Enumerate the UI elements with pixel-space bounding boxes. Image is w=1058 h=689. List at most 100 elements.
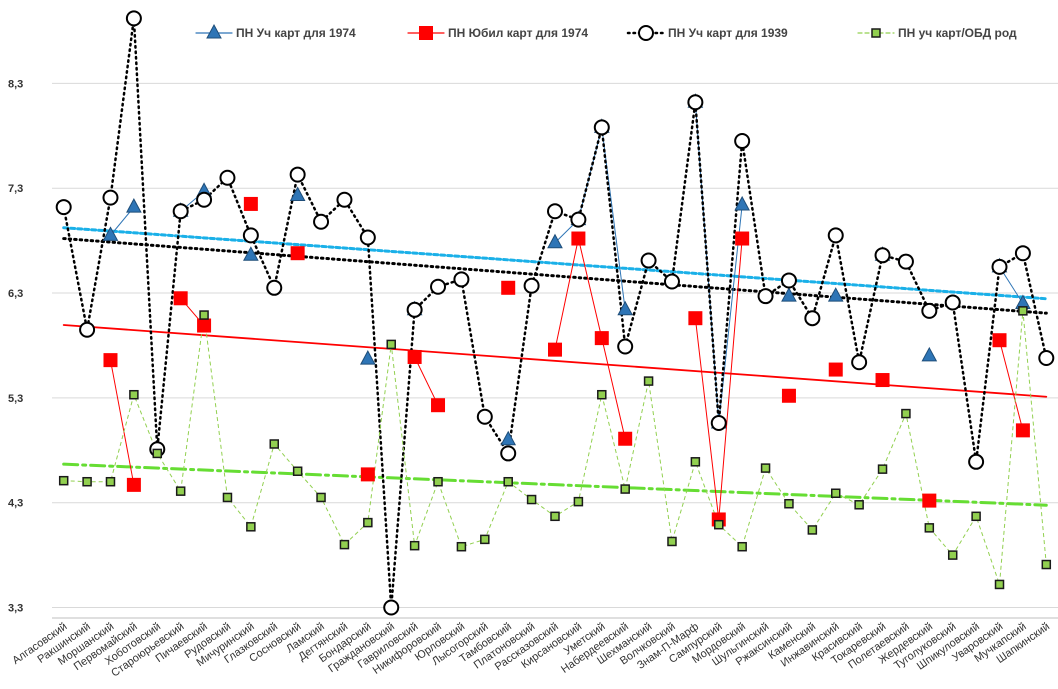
data-point bbox=[1038, 350, 1055, 367]
legend-item: ПН уч карт/ОБД род bbox=[857, 26, 1017, 40]
data-point bbox=[219, 169, 236, 186]
data-point bbox=[617, 338, 634, 355]
series-line bbox=[694, 238, 743, 520]
data-point bbox=[503, 476, 513, 487]
data-point bbox=[548, 342, 562, 357]
data-point bbox=[406, 301, 423, 318]
data-point bbox=[359, 229, 376, 246]
y-tick-label: 6,3 bbox=[8, 288, 23, 300]
data-point bbox=[550, 511, 560, 522]
data-point bbox=[242, 227, 259, 244]
legend-marker bbox=[419, 26, 433, 40]
data-point bbox=[944, 294, 961, 311]
data-point bbox=[735, 231, 750, 246]
data-point bbox=[290, 246, 305, 261]
data-point bbox=[618, 431, 633, 446]
data-point bbox=[570, 211, 587, 228]
data-point bbox=[828, 362, 843, 377]
data-point bbox=[737, 541, 747, 552]
data-point bbox=[947, 550, 958, 560]
data-point bbox=[500, 445, 517, 462]
trend-line bbox=[62, 324, 1048, 398]
data-point bbox=[383, 599, 400, 616]
data-point bbox=[663, 273, 680, 290]
data-point bbox=[734, 133, 751, 150]
data-point bbox=[827, 287, 844, 302]
data-point bbox=[851, 354, 868, 371]
data-point bbox=[430, 278, 447, 295]
data-point bbox=[289, 166, 306, 183]
data-point bbox=[269, 439, 280, 449]
trend-line bbox=[62, 237, 1048, 315]
data-point bbox=[714, 519, 724, 530]
legend-marker bbox=[871, 28, 881, 38]
data-point bbox=[968, 453, 985, 470]
data-point bbox=[55, 199, 72, 216]
data-point bbox=[266, 279, 283, 296]
data-point bbox=[456, 541, 467, 552]
trend-line bbox=[62, 462, 1048, 507]
data-point bbox=[1041, 559, 1052, 570]
series-line bbox=[554, 238, 626, 439]
data-point bbox=[103, 353, 118, 368]
data-point bbox=[386, 339, 396, 350]
data-point bbox=[243, 246, 259, 261]
data-point bbox=[363, 517, 373, 528]
data-point bbox=[526, 494, 537, 505]
data-point bbox=[1018, 306, 1028, 316]
data-point bbox=[523, 277, 540, 294]
data-point bbox=[313, 213, 330, 230]
series-line bbox=[554, 127, 626, 310]
data-point bbox=[433, 476, 443, 487]
data-point bbox=[781, 287, 797, 302]
data-point bbox=[781, 388, 796, 403]
y-tick-label: 8,3 bbox=[8, 78, 23, 90]
data-point bbox=[453, 271, 470, 288]
legend-item: ПН Юбил карт для 1974 bbox=[407, 26, 588, 40]
data-point bbox=[643, 376, 654, 386]
y-tick-label: 4,3 bbox=[8, 498, 23, 510]
data-point bbox=[901, 408, 911, 419]
data-point bbox=[924, 523, 935, 533]
data-point bbox=[854, 500, 864, 510]
data-point bbox=[175, 486, 186, 496]
data-point bbox=[199, 310, 209, 320]
legend-marker bbox=[638, 25, 654, 41]
legend-item: ПН Уч карт для 1974 bbox=[195, 23, 356, 40]
data-point bbox=[359, 350, 376, 365]
legend-item: ПН Уч карт для 1939 bbox=[626, 25, 788, 41]
data-point bbox=[407, 349, 422, 364]
data-point bbox=[921, 346, 938, 362]
data-point bbox=[126, 477, 141, 492]
data-point bbox=[757, 288, 774, 305]
data-point bbox=[688, 311, 703, 326]
data-point bbox=[501, 280, 516, 295]
data-point bbox=[784, 498, 794, 509]
data-point bbox=[667, 536, 677, 547]
data-point bbox=[897, 253, 914, 270]
legend-marker bbox=[206, 23, 222, 39]
data-point bbox=[780, 272, 797, 289]
data-point bbox=[292, 466, 303, 476]
data-point bbox=[971, 511, 981, 522]
y-tick-label: 7,3 bbox=[8, 183, 23, 195]
data-point bbox=[804, 310, 821, 327]
data-point bbox=[105, 476, 116, 487]
data-point bbox=[807, 525, 818, 535]
data-point bbox=[431, 398, 446, 413]
data-point bbox=[243, 196, 258, 211]
data-point bbox=[547, 233, 563, 249]
data-point bbox=[289, 186, 306, 202]
legend-label: ПН Уч карт для 1939 bbox=[668, 26, 788, 40]
data-point bbox=[593, 119, 610, 136]
data-point bbox=[339, 539, 350, 550]
data-point bbox=[710, 415, 727, 432]
data-point bbox=[126, 198, 142, 213]
data-point bbox=[594, 331, 609, 346]
data-point bbox=[152, 448, 163, 459]
data-point bbox=[125, 10, 142, 27]
series-line bbox=[414, 356, 439, 406]
data-point bbox=[409, 540, 420, 551]
data-point bbox=[874, 247, 891, 264]
